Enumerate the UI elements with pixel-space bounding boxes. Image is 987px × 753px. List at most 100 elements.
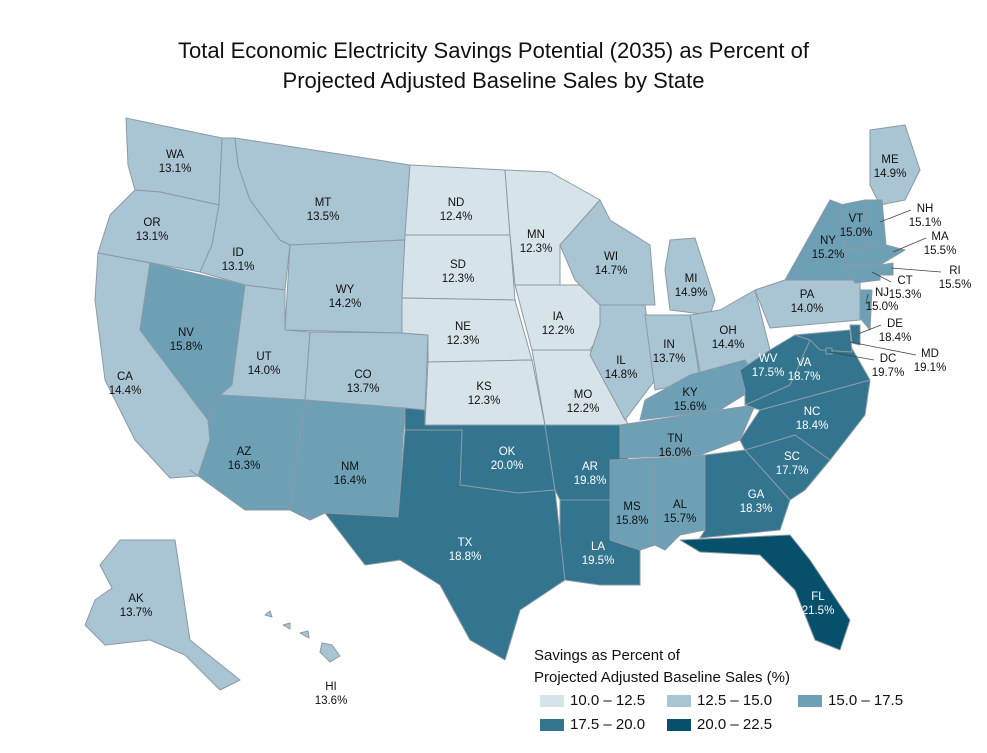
legend-item-bin-4: 17.5 – 20.0 bbox=[540, 716, 645, 733]
state-value: 14.2% bbox=[329, 298, 362, 310]
state-vt bbox=[839, 199, 866, 251]
state-value: 15.2% bbox=[812, 249, 845, 261]
state-label-md: MD 19.1% bbox=[914, 348, 947, 374]
state-label-ne: NE 12.3% bbox=[447, 321, 480, 347]
state-value: 12.3% bbox=[520, 243, 553, 255]
state-label-de: DE 18.4% bbox=[879, 318, 912, 344]
state-label-id: ID 13.1% bbox=[222, 247, 255, 273]
state-label-wa: WA 13.1% bbox=[159, 149, 192, 175]
state-value: 18.8% bbox=[449, 551, 482, 563]
state-abbr: WA bbox=[166, 149, 184, 161]
state-label-hi: HI 13.6% bbox=[315, 681, 348, 707]
state-abbr: OR bbox=[143, 217, 160, 229]
state-label-ok: OK 20.0% bbox=[491, 446, 524, 472]
callout-leader-line bbox=[871, 271, 892, 283]
state-label-wv: WV 17.5% bbox=[752, 353, 785, 379]
state-label-ca: CA 14.4% bbox=[109, 371, 142, 397]
legend-label: 17.5 – 20.0 bbox=[570, 716, 646, 733]
state-label-nd: ND 12.4% bbox=[440, 197, 473, 223]
state-value: 19.8% bbox=[574, 475, 607, 487]
state-label-sc: SC 17.7% bbox=[776, 451, 809, 477]
legend-label: 20.0 – 22.5 bbox=[697, 716, 773, 733]
state-il bbox=[589, 304, 656, 421]
state-abbr: VT bbox=[849, 213, 864, 225]
state-fl bbox=[679, 534, 851, 651]
state-value: 18.7% bbox=[788, 371, 821, 383]
state-abbr: DC bbox=[880, 353, 897, 365]
state-label-fl: FL 21.5% bbox=[802, 591, 835, 617]
state-abbr: WI bbox=[604, 251, 618, 263]
state-abbr: ID bbox=[232, 247, 244, 259]
state-abbr: AR bbox=[582, 461, 598, 473]
state-label-nm: NM 16.4% bbox=[334, 461, 367, 487]
state-abbr: ND bbox=[448, 197, 465, 209]
state-abbr: IL bbox=[616, 355, 626, 367]
state-label-mo: MO 12.2% bbox=[567, 389, 600, 415]
state-abbr: MD bbox=[921, 348, 939, 360]
state-abbr: NC bbox=[804, 406, 821, 418]
state-label-or: OR 13.1% bbox=[136, 217, 169, 243]
state-label-co: CO 13.7% bbox=[347, 369, 380, 395]
state-label-ar: AR 19.8% bbox=[574, 461, 607, 487]
state-label-dc: DC 19.7% bbox=[872, 353, 905, 379]
state-abbr: NM bbox=[341, 461, 359, 473]
state-abbr: TN bbox=[667, 433, 682, 445]
state-value: 14.9% bbox=[675, 287, 708, 299]
state-label-ny: NY 15.2% bbox=[812, 235, 845, 261]
legend-title-line-1: Savings as Percent of bbox=[534, 647, 680, 664]
state-value: 14.0% bbox=[791, 303, 824, 315]
legend-label: 10.0 – 12.5 bbox=[570, 692, 646, 709]
legend-swatch bbox=[540, 694, 564, 707]
state-label-mt: MT 13.5% bbox=[307, 197, 340, 223]
state-abbr: WY bbox=[336, 284, 355, 296]
state-value: 12.3% bbox=[447, 335, 480, 347]
state-value: 19.7% bbox=[872, 367, 905, 379]
state-label-tn: TN 16.0% bbox=[659, 433, 692, 459]
state-abbr: GA bbox=[748, 489, 765, 501]
state-abbr: CT bbox=[897, 275, 912, 287]
state-value: 20.0% bbox=[491, 460, 524, 472]
state-label-ct: CT 15.3% bbox=[889, 275, 922, 301]
legend-label: 15.0 – 17.5 bbox=[828, 692, 904, 709]
state-value: 15.0% bbox=[840, 227, 873, 239]
legend-item-bin-2: 12.5 – 15.0 bbox=[667, 692, 772, 709]
state-label-tx: TX 18.8% bbox=[449, 537, 482, 563]
state-wi bbox=[559, 199, 656, 306]
callout-leader-line bbox=[829, 351, 875, 361]
state-co bbox=[304, 331, 429, 411]
state-value: 17.7% bbox=[776, 465, 809, 477]
legend-swatch bbox=[540, 718, 564, 731]
state-value: 12.3% bbox=[442, 273, 475, 285]
state-label-al: AL 15.7% bbox=[664, 499, 697, 525]
state-abbr: NH bbox=[917, 203, 934, 215]
state-value: 21.5% bbox=[802, 605, 835, 617]
state-value: 14.4% bbox=[712, 339, 745, 351]
state-abbr: LA bbox=[591, 541, 605, 553]
state-value: 15.0% bbox=[866, 301, 899, 313]
state-hi bbox=[264, 610, 341, 663]
state-abbr: HI bbox=[325, 681, 337, 693]
state-abbr: NY bbox=[820, 235, 836, 247]
state-label-ks: KS 12.3% bbox=[468, 381, 501, 407]
state-abbr: RI bbox=[949, 265, 961, 277]
state-label-la: LA 19.5% bbox=[582, 541, 615, 567]
state-value: 14.7% bbox=[595, 265, 628, 277]
state-label-ky: KY 15.6% bbox=[674, 387, 707, 413]
state-ma bbox=[844, 244, 906, 266]
state-value: 18.3% bbox=[740, 503, 773, 515]
state-abbr: OK bbox=[499, 446, 516, 458]
state-value: 13.5% bbox=[307, 211, 340, 223]
state-label-az: AZ 16.3% bbox=[228, 446, 261, 472]
state-nh bbox=[864, 199, 887, 251]
state-md bbox=[794, 329, 853, 353]
state-value: 17.5% bbox=[752, 367, 785, 379]
state-value: 14.9% bbox=[874, 168, 907, 180]
state-label-oh: OH 14.4% bbox=[712, 325, 745, 351]
state-value: 12.4% bbox=[440, 211, 473, 223]
state-label-nj: NJ 15.0% bbox=[866, 287, 899, 313]
state-label-ri: RI 15.5% bbox=[939, 265, 972, 291]
state-de bbox=[849, 324, 861, 346]
state-value: 16.0% bbox=[659, 447, 692, 459]
state-label-ma: MA 15.5% bbox=[924, 231, 957, 257]
callout-leader-line bbox=[892, 237, 927, 253]
